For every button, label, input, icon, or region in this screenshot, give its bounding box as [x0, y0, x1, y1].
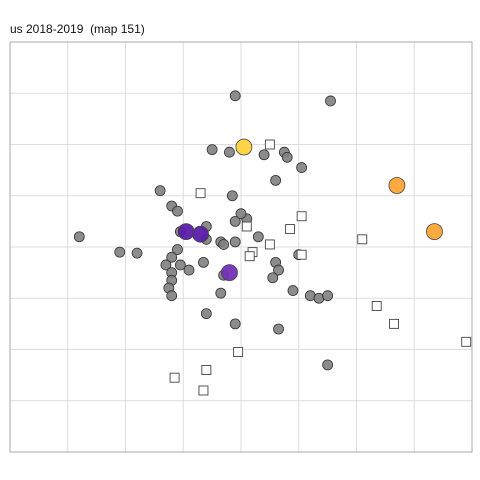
- circle-point: [166, 290, 178, 302]
- circle-point: [287, 285, 299, 296]
- circle-point: [174, 259, 186, 271]
- highlight-point-purple-mid: [221, 264, 238, 282]
- circle-point: [281, 151, 293, 163]
- circle-point: [270, 174, 282, 186]
- square-point: [201, 365, 212, 375]
- square-point: [357, 234, 368, 245]
- square-point: [461, 336, 472, 347]
- circle-point: [218, 239, 230, 250]
- circle-point: [131, 247, 143, 259]
- circle-point: [198, 256, 209, 268]
- square-point: [244, 251, 255, 262]
- circle-point: [172, 205, 183, 217]
- plot-frame: [9, 41, 473, 453]
- circle-point: [224, 146, 235, 158]
- circle-point: [235, 208, 247, 220]
- circle-point: [258, 149, 270, 161]
- circle-point: [296, 162, 308, 173]
- circle-point: [229, 236, 241, 248]
- data-points: [73, 90, 472, 396]
- circle-point: [229, 318, 241, 330]
- square-point: [285, 224, 296, 235]
- circle-point: [273, 323, 284, 335]
- circle-point: [114, 246, 126, 258]
- circle-point: [267, 272, 279, 284]
- square-point: [233, 347, 244, 358]
- circle-point: [322, 290, 334, 302]
- square-point: [296, 249, 307, 260]
- circle-point: [166, 251, 178, 263]
- highlight-point-orange: [426, 223, 443, 241]
- circle-point: [200, 308, 212, 320]
- circle-point: [252, 231, 264, 243]
- circle-point: [229, 90, 241, 102]
- circle-point: [160, 259, 172, 271]
- square-point: [264, 239, 275, 250]
- circle-point: [183, 264, 195, 276]
- highlight-point-orange: [388, 177, 406, 194]
- chart-title: us 2018-2019 (map 151): [10, 22, 145, 36]
- circle-point: [325, 95, 336, 107]
- highlight-point-yellow: [235, 138, 253, 156]
- circle-point: [226, 190, 238, 202]
- square-point: [371, 300, 382, 311]
- highlight-point-purple-dark: [177, 223, 195, 241]
- circle-point: [154, 185, 166, 197]
- circle-point: [172, 244, 183, 255]
- circle-point: [229, 215, 241, 227]
- grid-lines: [10, 42, 472, 452]
- circle-point: [322, 359, 334, 371]
- square-point: [264, 139, 275, 150]
- circle-point: [73, 231, 85, 243]
- square-point: [296, 211, 307, 222]
- highlight-point-purple-dark: [192, 225, 209, 243]
- square-point: [241, 221, 252, 232]
- square-point: [195, 188, 206, 199]
- square-point: [198, 385, 209, 396]
- circle-point: [215, 287, 227, 299]
- circle-point: [273, 264, 284, 276]
- square-point: [169, 372, 180, 383]
- circle-point: [206, 144, 218, 156]
- square-point: [389, 318, 399, 329]
